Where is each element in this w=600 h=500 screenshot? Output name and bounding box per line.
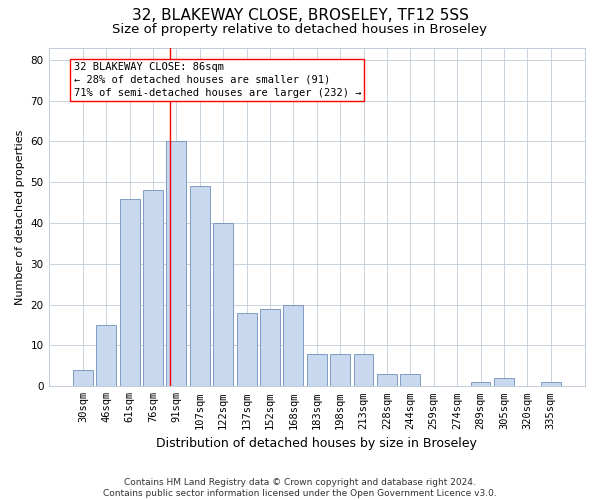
Bar bbox=[470, 382, 490, 386]
Bar bbox=[73, 370, 93, 386]
Bar bbox=[260, 308, 280, 386]
Bar bbox=[120, 198, 140, 386]
Text: 32 BLAKEWAY CLOSE: 86sqm
← 28% of detached houses are smaller (91)
71% of semi-d: 32 BLAKEWAY CLOSE: 86sqm ← 28% of detach… bbox=[74, 62, 361, 98]
Bar bbox=[307, 354, 327, 386]
Bar bbox=[97, 325, 116, 386]
Bar bbox=[143, 190, 163, 386]
Bar bbox=[541, 382, 560, 386]
Bar bbox=[377, 374, 397, 386]
Bar bbox=[236, 313, 257, 386]
Bar bbox=[494, 378, 514, 386]
Text: Contains HM Land Registry data © Crown copyright and database right 2024.
Contai: Contains HM Land Registry data © Crown c… bbox=[103, 478, 497, 498]
Bar bbox=[190, 186, 210, 386]
Y-axis label: Number of detached properties: Number of detached properties bbox=[15, 129, 25, 304]
X-axis label: Distribution of detached houses by size in Broseley: Distribution of detached houses by size … bbox=[157, 437, 477, 450]
Bar bbox=[283, 304, 304, 386]
Text: 32, BLAKEWAY CLOSE, BROSELEY, TF12 5SS: 32, BLAKEWAY CLOSE, BROSELEY, TF12 5SS bbox=[131, 8, 469, 22]
Bar bbox=[213, 223, 233, 386]
Bar bbox=[400, 374, 420, 386]
Bar bbox=[353, 354, 373, 386]
Text: Size of property relative to detached houses in Broseley: Size of property relative to detached ho… bbox=[113, 22, 487, 36]
Bar bbox=[166, 142, 187, 386]
Bar bbox=[330, 354, 350, 386]
